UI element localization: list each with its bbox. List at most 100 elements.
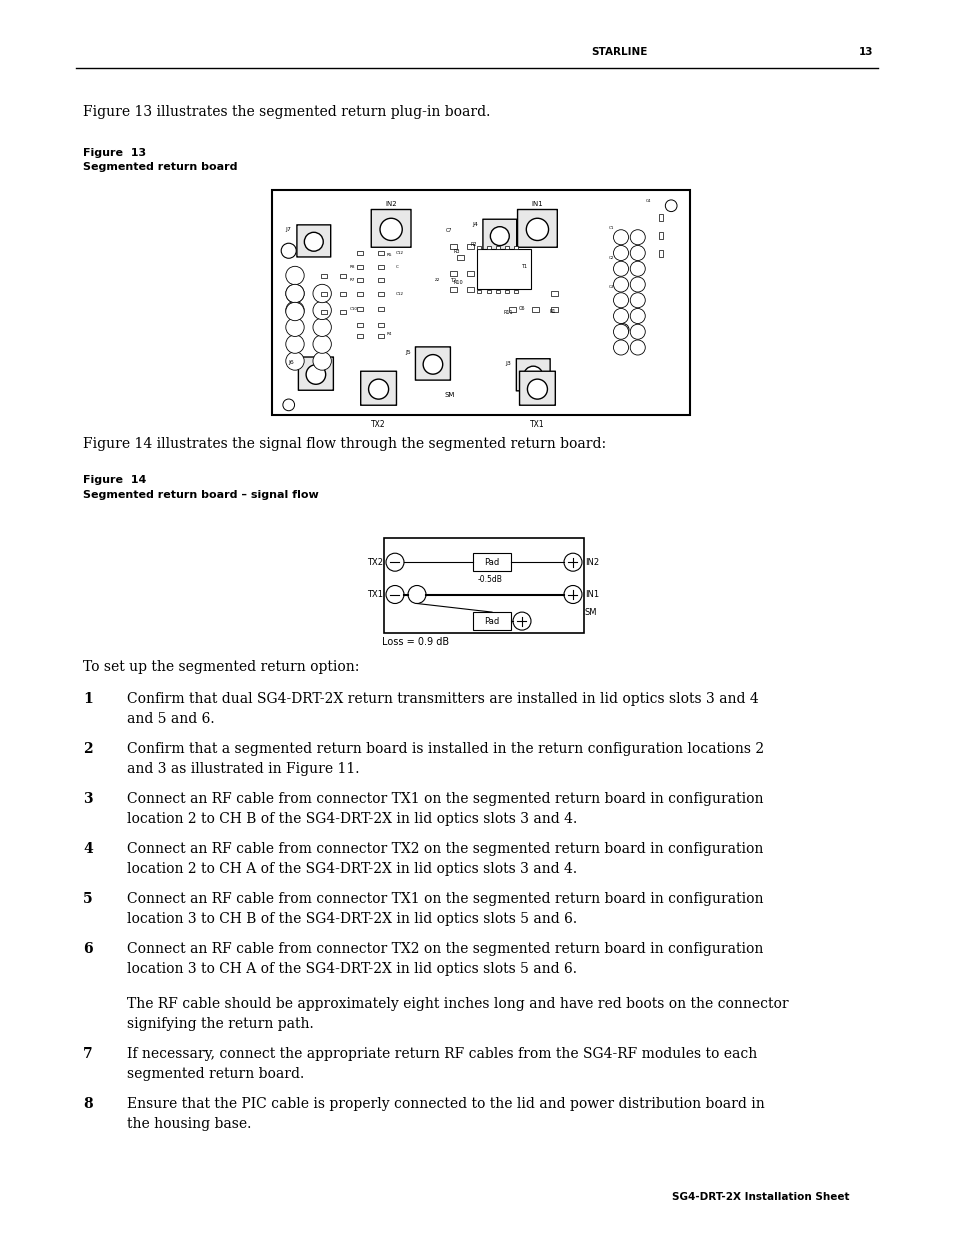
Circle shape bbox=[490, 227, 509, 246]
Text: IN1: IN1 bbox=[531, 200, 543, 206]
Text: C7: C7 bbox=[445, 228, 452, 233]
Bar bbox=[377, 251, 383, 254]
Circle shape bbox=[613, 309, 628, 324]
Bar bbox=[339, 291, 346, 295]
Text: R8: R8 bbox=[349, 264, 355, 268]
Text: T1: T1 bbox=[520, 264, 526, 269]
Text: Connect an RF cable from connector TX2 on the segmented return board in configur: Connect an RF cable from connector TX2 o… bbox=[127, 942, 762, 956]
Bar bbox=[504, 290, 508, 293]
Circle shape bbox=[283, 399, 294, 411]
Circle shape bbox=[630, 262, 644, 277]
Circle shape bbox=[286, 284, 304, 303]
Circle shape bbox=[286, 284, 304, 303]
Bar bbox=[356, 291, 362, 295]
Text: IN2: IN2 bbox=[385, 200, 396, 206]
Circle shape bbox=[563, 553, 581, 572]
Bar bbox=[496, 290, 499, 293]
Circle shape bbox=[313, 284, 331, 303]
Text: R7: R7 bbox=[349, 278, 355, 282]
Text: C12: C12 bbox=[395, 291, 403, 295]
Text: The RF cable should be approximately eight inches long and have red boots on the: The RF cable should be approximately eig… bbox=[127, 997, 788, 1011]
Bar bbox=[659, 214, 662, 221]
Bar bbox=[467, 270, 474, 275]
Text: J3: J3 bbox=[505, 361, 511, 367]
Circle shape bbox=[526, 219, 548, 241]
Bar bbox=[514, 290, 517, 293]
Circle shape bbox=[306, 364, 325, 384]
Text: J6: J6 bbox=[288, 361, 294, 366]
Bar bbox=[356, 308, 362, 311]
FancyBboxPatch shape bbox=[516, 358, 550, 390]
Text: J5: J5 bbox=[405, 350, 411, 354]
Text: 6: 6 bbox=[83, 942, 92, 956]
Bar bbox=[321, 273, 327, 278]
Text: C2: C2 bbox=[608, 256, 614, 259]
Text: C6: C6 bbox=[518, 305, 524, 311]
Bar bbox=[377, 278, 383, 282]
Text: 5: 5 bbox=[83, 892, 92, 906]
Circle shape bbox=[613, 246, 628, 261]
Text: If necessary, connect the appropriate return RF cables from the SG4-RF modules t: If necessary, connect the appropriate re… bbox=[127, 1047, 757, 1061]
Bar bbox=[377, 335, 383, 338]
Bar bbox=[356, 335, 362, 338]
FancyBboxPatch shape bbox=[415, 347, 450, 380]
Circle shape bbox=[527, 379, 547, 399]
Text: TX1: TX1 bbox=[530, 420, 544, 429]
Bar bbox=[377, 264, 383, 268]
Circle shape bbox=[630, 340, 644, 354]
Circle shape bbox=[423, 354, 442, 374]
FancyBboxPatch shape bbox=[298, 357, 333, 390]
Text: T2: T2 bbox=[449, 278, 456, 283]
Bar bbox=[450, 243, 456, 248]
Text: C: C bbox=[395, 264, 397, 268]
Bar bbox=[467, 287, 474, 291]
Bar bbox=[550, 291, 558, 296]
Circle shape bbox=[313, 319, 331, 336]
Bar bbox=[272, 190, 689, 415]
FancyBboxPatch shape bbox=[296, 225, 331, 257]
Text: -0.5dB: -0.5dB bbox=[477, 576, 502, 584]
Circle shape bbox=[630, 325, 644, 340]
Bar bbox=[450, 270, 456, 275]
Circle shape bbox=[304, 232, 323, 251]
Text: Pad: Pad bbox=[484, 616, 499, 626]
Bar bbox=[473, 613, 511, 630]
Text: R1: R1 bbox=[549, 309, 556, 314]
Text: signifying the return path.: signifying the return path. bbox=[127, 1016, 314, 1031]
Circle shape bbox=[281, 243, 296, 258]
Circle shape bbox=[386, 585, 403, 604]
Text: Confirm that a segmented return board is installed in the return configuration l: Confirm that a segmented return board is… bbox=[127, 742, 763, 756]
Bar bbox=[356, 251, 362, 254]
Circle shape bbox=[630, 277, 644, 291]
Text: location 3 to CH B of the SG4-DRT-2X in lid optics slots 5 and 6.: location 3 to CH B of the SG4-DRT-2X in … bbox=[127, 911, 577, 926]
Bar bbox=[377, 291, 383, 295]
Text: SM: SM bbox=[444, 391, 455, 398]
Text: C12: C12 bbox=[395, 251, 403, 254]
Circle shape bbox=[664, 200, 677, 211]
Text: 3: 3 bbox=[83, 792, 92, 806]
FancyBboxPatch shape bbox=[360, 372, 396, 405]
Circle shape bbox=[523, 366, 542, 385]
Circle shape bbox=[408, 585, 426, 604]
Text: Ensure that the PIC cable is properly connected to the lid and power distributio: Ensure that the PIC cable is properly co… bbox=[127, 1097, 764, 1112]
Text: Figure 14 illustrates the signal flow through the segmented return board:: Figure 14 illustrates the signal flow th… bbox=[83, 437, 605, 451]
Bar bbox=[339, 273, 346, 278]
Text: Connect an RF cable from connector TX2 on the segmented return board in configur: Connect an RF cable from connector TX2 o… bbox=[127, 842, 762, 856]
Text: Connect an RF cable from connector TX1 on the segmented return board in configur: Connect an RF cable from connector TX1 o… bbox=[127, 792, 762, 806]
Text: and 3 as illustrated in Figure 11.: and 3 as illustrated in Figure 11. bbox=[127, 762, 359, 776]
Circle shape bbox=[613, 325, 628, 340]
Text: Z2: Z2 bbox=[435, 278, 440, 282]
Bar bbox=[356, 264, 362, 268]
Text: Figure 13 illustrates the segmented return plug-in board.: Figure 13 illustrates the segmented retu… bbox=[83, 105, 490, 119]
Circle shape bbox=[386, 553, 403, 572]
Text: 1: 1 bbox=[83, 692, 92, 706]
Circle shape bbox=[613, 293, 628, 308]
Circle shape bbox=[513, 613, 531, 630]
FancyBboxPatch shape bbox=[482, 220, 517, 252]
Bar bbox=[550, 306, 558, 311]
Bar bbox=[377, 308, 383, 311]
Circle shape bbox=[286, 352, 304, 370]
Bar bbox=[356, 278, 362, 282]
Circle shape bbox=[286, 301, 304, 320]
Text: J4: J4 bbox=[472, 222, 477, 227]
